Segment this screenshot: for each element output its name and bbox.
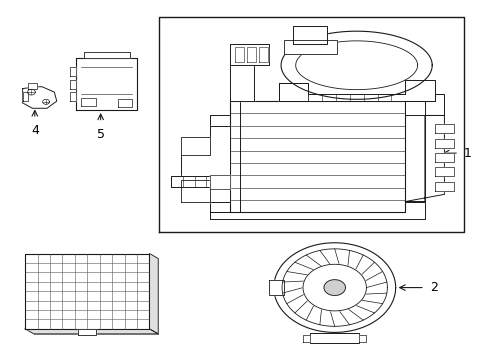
Polygon shape: [181, 180, 210, 202]
Polygon shape: [76, 58, 137, 110]
Polygon shape: [293, 26, 327, 44]
Polygon shape: [83, 51, 130, 58]
Polygon shape: [42, 99, 49, 104]
Polygon shape: [229, 44, 268, 65]
Polygon shape: [434, 125, 453, 134]
Polygon shape: [210, 202, 424, 220]
Polygon shape: [278, 80, 434, 101]
Polygon shape: [70, 67, 76, 76]
Polygon shape: [282, 249, 386, 326]
Polygon shape: [25, 253, 149, 329]
Polygon shape: [324, 280, 345, 296]
Polygon shape: [358, 334, 366, 342]
Polygon shape: [160, 18, 462, 231]
Polygon shape: [27, 83, 37, 89]
Polygon shape: [246, 47, 255, 62]
Polygon shape: [229, 101, 405, 212]
Polygon shape: [149, 253, 158, 334]
Polygon shape: [234, 47, 243, 62]
Polygon shape: [22, 92, 27, 101]
Text: 3: 3: [66, 279, 74, 292]
Polygon shape: [434, 153, 453, 162]
Polygon shape: [118, 99, 132, 107]
Polygon shape: [268, 280, 283, 295]
Polygon shape: [405, 101, 424, 202]
Polygon shape: [434, 167, 453, 176]
Polygon shape: [78, 329, 96, 335]
Polygon shape: [434, 139, 453, 148]
Text: 5: 5: [97, 128, 104, 141]
Text: 2: 2: [429, 281, 437, 294]
Polygon shape: [70, 80, 76, 89]
Polygon shape: [159, 17, 463, 232]
Polygon shape: [434, 182, 453, 191]
Text: 1: 1: [463, 147, 471, 159]
Polygon shape: [210, 175, 229, 189]
Polygon shape: [181, 137, 210, 155]
Polygon shape: [405, 94, 444, 116]
Polygon shape: [281, 31, 431, 99]
Polygon shape: [273, 243, 395, 332]
Polygon shape: [259, 47, 267, 62]
Polygon shape: [405, 116, 444, 202]
Polygon shape: [278, 83, 307, 101]
Polygon shape: [303, 264, 366, 311]
Polygon shape: [34, 258, 158, 334]
Polygon shape: [283, 40, 336, 54]
Polygon shape: [229, 44, 254, 101]
Polygon shape: [310, 333, 358, 343]
Polygon shape: [210, 101, 239, 212]
Polygon shape: [81, 98, 96, 107]
Polygon shape: [70, 92, 76, 101]
Polygon shape: [22, 87, 57, 108]
Polygon shape: [171, 176, 229, 187]
Polygon shape: [25, 329, 158, 334]
Polygon shape: [181, 126, 229, 202]
Polygon shape: [303, 334, 310, 342]
Text: 4: 4: [31, 125, 39, 138]
Polygon shape: [27, 89, 35, 95]
